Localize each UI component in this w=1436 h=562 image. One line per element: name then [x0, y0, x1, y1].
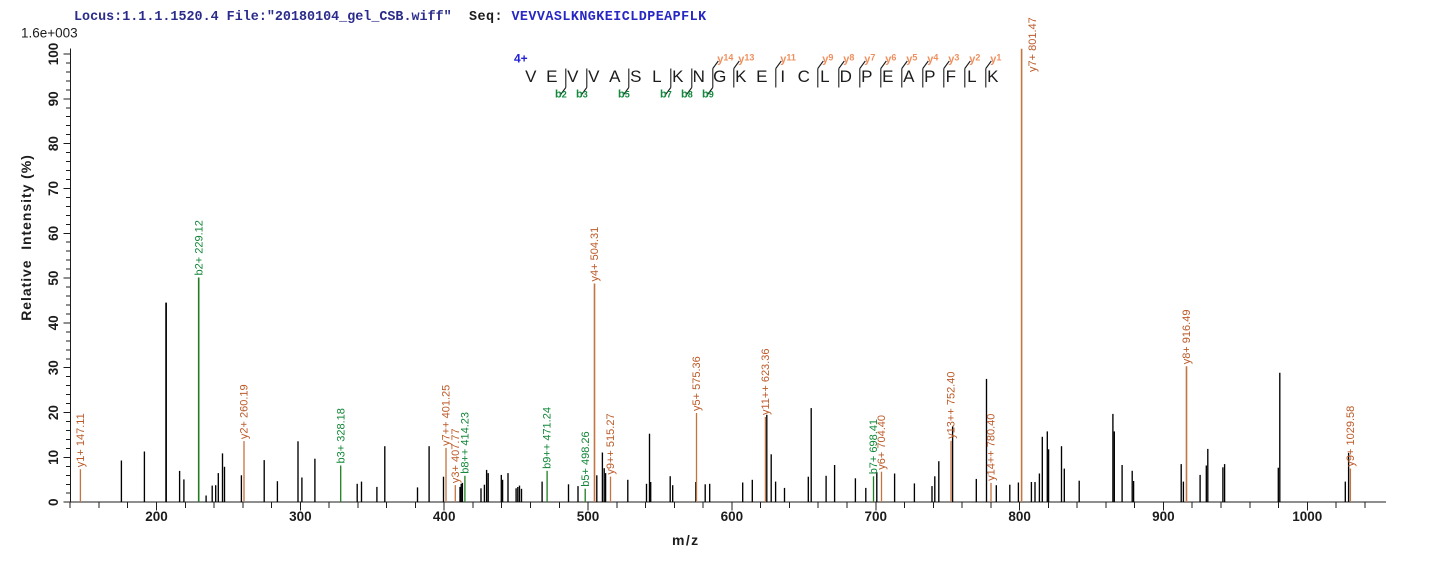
svg-text:b7: b7 — [660, 89, 672, 101]
svg-text:y9++ 515.27: y9++ 515.27 — [605, 413, 617, 474]
svg-text:10: 10 — [46, 450, 61, 465]
svg-text:y7+ 801.47: y7+ 801.47 — [1027, 17, 1039, 72]
svg-text:S: S — [630, 67, 641, 86]
svg-text:P: P — [924, 67, 935, 86]
svg-text:I: I — [780, 67, 785, 86]
svg-text:y2: y2 — [969, 53, 980, 66]
svg-text:P: P — [861, 67, 872, 86]
svg-text:K: K — [987, 67, 999, 86]
svg-text:V: V — [567, 67, 579, 86]
svg-text:80: 80 — [46, 136, 61, 151]
svg-text:70: 70 — [46, 181, 61, 196]
svg-text:G: G — [713, 67, 726, 86]
svg-text:y6+ 704.40: y6+ 704.40 — [876, 415, 888, 470]
svg-text:200: 200 — [145, 509, 168, 524]
svg-text:90: 90 — [46, 91, 61, 106]
svg-text:b8: b8 — [681, 89, 693, 101]
svg-text:y11: y11 — [780, 53, 796, 66]
svg-text:L: L — [820, 67, 829, 86]
svg-text:b9: b9 — [702, 89, 714, 101]
svg-text:b5: b5 — [618, 89, 630, 101]
svg-text:4+: 4+ — [514, 52, 528, 66]
svg-text:900: 900 — [1152, 509, 1175, 524]
svg-text:m/z: m/z — [672, 532, 700, 548]
svg-text:F: F — [946, 67, 956, 86]
svg-text:A: A — [903, 67, 915, 86]
svg-text:y7++ 401.25: y7++ 401.25 — [441, 385, 453, 446]
svg-text:700: 700 — [865, 509, 888, 524]
svg-text:y3: y3 — [948, 53, 959, 66]
svg-text:40: 40 — [46, 315, 61, 330]
svg-text:y3+ 407.77: y3+ 407.77 — [450, 428, 462, 483]
svg-text:L: L — [652, 67, 661, 86]
svg-text:Seq: VEVVASLKNGKEICLDPEAPFLK: Seq: VEVVASLKNGKEICLDPEAPFLK — [469, 10, 707, 25]
svg-text:N: N — [693, 67, 705, 86]
svg-text:y4: y4 — [927, 53, 938, 66]
svg-text:y8: y8 — [843, 53, 854, 66]
svg-text:500: 500 — [577, 509, 600, 524]
svg-text:y2+ 260.19: y2+ 260.19 — [239, 384, 251, 439]
svg-text:y6: y6 — [885, 53, 896, 66]
svg-text:y9+ 1029.58: y9+ 1029.58 — [1345, 406, 1357, 467]
svg-text:y7: y7 — [864, 53, 875, 66]
svg-text:y13++ 752.40: y13++ 752.40 — [946, 372, 958, 439]
svg-text:b9++ 471.24: b9++ 471.24 — [542, 407, 554, 469]
svg-text:50: 50 — [46, 271, 61, 286]
svg-text:1000: 1000 — [1292, 509, 1322, 524]
svg-text:b2+ 229.12: b2+ 229.12 — [193, 220, 205, 275]
svg-text:800: 800 — [1008, 509, 1031, 524]
svg-text:b7+ 698.41: b7+ 698.41 — [868, 419, 880, 474]
svg-text:0: 0 — [46, 498, 61, 506]
svg-text:60: 60 — [46, 226, 61, 241]
svg-text:300: 300 — [289, 509, 312, 524]
svg-text:b3: b3 — [576, 89, 588, 101]
svg-text:1.6e+003: 1.6e+003 — [21, 26, 78, 41]
svg-text:y8+ 916.49: y8+ 916.49 — [1181, 310, 1193, 365]
svg-text:600: 600 — [721, 509, 744, 524]
svg-text:y13: y13 — [738, 53, 754, 66]
svg-text:K: K — [672, 67, 684, 86]
svg-text:y14: y14 — [717, 53, 733, 66]
svg-text:Relative Intensity (%): Relative Intensity (%) — [18, 154, 34, 321]
svg-text:E: E — [756, 67, 767, 86]
svg-text:400: 400 — [433, 509, 456, 524]
svg-text:y11++ 623.36: y11++ 623.36 — [760, 349, 772, 415]
svg-text:D: D — [840, 67, 852, 86]
svg-text:y4+ 504.31: y4+ 504.31 — [589, 227, 601, 282]
svg-text:b3+ 328.18: b3+ 328.18 — [335, 408, 347, 463]
svg-text:L: L — [967, 67, 976, 86]
svg-text:C: C — [798, 67, 810, 86]
svg-text:V: V — [525, 67, 537, 86]
svg-text:20: 20 — [46, 405, 61, 420]
svg-text:y1+ 147.11: y1+ 147.11 — [75, 413, 87, 467]
svg-text:A: A — [609, 67, 621, 86]
svg-text:b2: b2 — [555, 89, 567, 101]
svg-text:y1: y1 — [990, 53, 1001, 66]
svg-text:100: 100 — [46, 43, 61, 66]
svg-text:K: K — [735, 67, 747, 86]
svg-text:E: E — [882, 67, 893, 86]
svg-text:Locus:1.1.1.1520.4 File:"20180: Locus:1.1.1.1520.4 File:"20180104_gel_CS… — [74, 10, 452, 25]
svg-text:y14++ 780.40: y14++ 780.40 — [986, 414, 998, 481]
svg-text:b8++ 414.23: b8++ 414.23 — [460, 412, 472, 474]
svg-text:b5+ 498.26: b5+ 498.26 — [580, 431, 592, 486]
svg-text:E: E — [546, 67, 557, 86]
svg-text:30: 30 — [46, 360, 61, 375]
svg-text:y9: y9 — [822, 53, 833, 66]
svg-text:y5+ 575.36: y5+ 575.36 — [691, 356, 703, 411]
svg-text:y5: y5 — [906, 53, 917, 66]
svg-text:V: V — [588, 67, 600, 86]
